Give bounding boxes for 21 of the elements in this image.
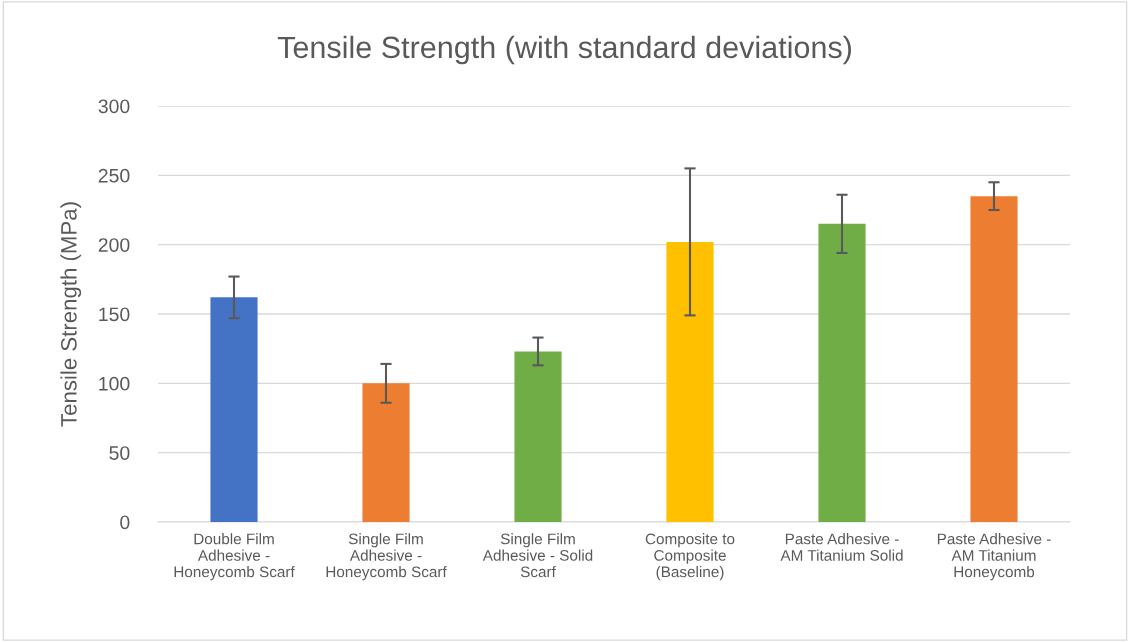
- y-axis-title: Tensile Strength (MPa): [60, 202, 82, 427]
- x-tick-label: Single Film Adhesive - Honeycomb Scarf: [326, 533, 447, 581]
- y-tick-label: 100: [99, 376, 130, 391]
- bar: [362, 383, 410, 522]
- x-tick-label: Double Film Adhesive - Honeycomb Scarf: [174, 533, 295, 581]
- bar: [514, 351, 562, 522]
- y-tick-label: 150: [99, 307, 130, 322]
- x-tick-label: Paste Adhesive - AM Titanium Honeycomb: [937, 533, 1051, 581]
- bar: [666, 241, 714, 522]
- y-tick-label: 0: [120, 515, 130, 530]
- y-tick-label: 200: [98, 238, 130, 252]
- x-tick-label: Single Film Adhesive - Solid Scarf: [482, 533, 593, 578]
- chart-title: Tensile Strength (with standard deviations): [277, 35, 851, 65]
- bar: [818, 223, 866, 522]
- bar: [210, 297, 258, 522]
- y-tick-label: 250: [98, 168, 130, 183]
- x-tick-label: Paste Adhesive - AM Titanium Solid: [780, 533, 903, 561]
- y-tick-label: 300: [98, 99, 130, 114]
- bar: [970, 196, 1018, 522]
- y-tick-label: 50: [109, 446, 130, 460]
- x-tick-label: Composite to Composite (Baseline): [645, 533, 735, 581]
